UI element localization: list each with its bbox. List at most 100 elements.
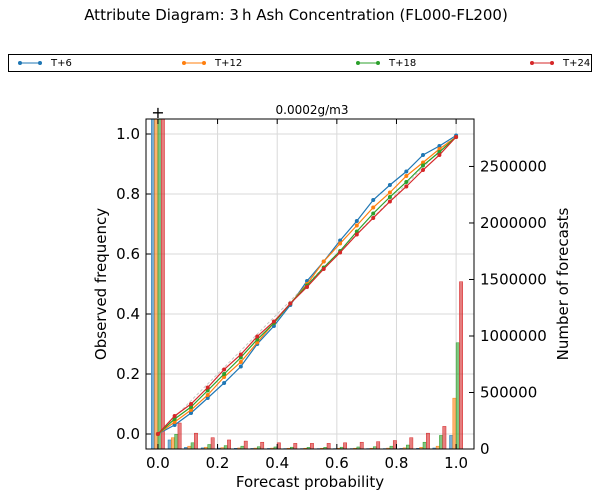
x-axis-label: Forecast probability: [236, 473, 384, 491]
y2-axis-label: Number of forecasts: [554, 207, 572, 360]
data-point: [255, 337, 260, 342]
y-tick-label: 0.4: [116, 305, 140, 323]
x-tick-label: 0.4: [265, 454, 289, 472]
data-point: [354, 232, 359, 237]
y-tick-label: 0.2: [116, 365, 140, 383]
data-point: [255, 334, 260, 339]
legend-marker-t12: [182, 61, 206, 65]
y2-tick-label: 1000000: [480, 327, 547, 345]
legend-item-t24: T+24: [529, 55, 590, 71]
legend-label-t18: T+18: [389, 57, 417, 69]
histogram-bar: [406, 444, 410, 449]
reliability-curves: [155, 133, 459, 436]
legend-dot-t18: [356, 61, 360, 65]
x-tick-label: 0.2: [206, 454, 230, 472]
histogram-bar: [442, 426, 447, 449]
data-point: [238, 364, 243, 369]
data-point: [321, 259, 326, 264]
data-point: [238, 352, 243, 357]
histogram-bar: [276, 442, 281, 449]
histogram-bar: [227, 439, 231, 449]
legend-item-t18: T+18: [355, 55, 416, 71]
histogram-bar: [243, 440, 248, 449]
legend-dot-t24-b: [550, 61, 554, 65]
x-tick-label: 1.0: [444, 454, 468, 472]
histogram-bar: [171, 437, 175, 449]
data-point: [437, 144, 442, 148]
legend-dot-t18-b: [376, 61, 380, 65]
histogram-bar: [409, 437, 414, 449]
histogram-bar: [154, 119, 159, 449]
legend-marker-t24: [530, 61, 554, 65]
data-point: [255, 340, 260, 345]
histogram-bar: [452, 397, 457, 449]
histogram-bar: [151, 119, 155, 449]
data-point: [387, 199, 392, 204]
histogram-bar: [455, 342, 460, 449]
histogram-bar: [426, 432, 430, 449]
histogram-bar: [293, 443, 298, 449]
data-point: [421, 168, 426, 172]
histogram-bar: [210, 437, 215, 449]
plot-frame: [145, 118, 475, 450]
histogram-bar: [157, 119, 162, 449]
data-point: [155, 432, 160, 436]
data-point: [189, 408, 194, 412]
data-point: [371, 216, 376, 220]
axis-ticks: 0.0 0.2 0.4 0.6 0.8 1.0 0.0 0.2 0.4 0.6 0.8 1.0 0 500…: [116, 119, 547, 472]
data-point: [288, 301, 293, 306]
histogram-bar: [260, 441, 265, 449]
data-point: [271, 319, 276, 324]
histogram-bar: [194, 432, 198, 449]
legend-dot-t12: [182, 61, 186, 65]
data-point: [338, 238, 343, 243]
histogram-bar: [459, 281, 463, 449]
data-point: [338, 241, 343, 246]
data-point: [205, 385, 210, 390]
histogram-bar: [439, 435, 443, 449]
legend-marker-t18: [356, 61, 380, 65]
data-point: [238, 355, 243, 360]
data-point: [189, 402, 194, 406]
y-tick-label: 0.6: [116, 245, 140, 263]
y2-tick-label: 500000: [480, 383, 537, 401]
legend-dot-t24: [530, 61, 534, 65]
legend-dot-t6-b: [38, 61, 42, 65]
x-tick-label: 0.6: [325, 454, 349, 472]
data-point: [354, 219, 359, 223]
histogram-bar: [174, 434, 179, 449]
histogram-bar: [376, 441, 381, 449]
histogram-bar: [310, 443, 314, 449]
data-point: [371, 205, 376, 210]
data-point: [172, 420, 177, 424]
legend-item-t6: T+6: [17, 55, 72, 71]
legend-label-t6: T+6: [51, 57, 72, 69]
data-point: [354, 229, 359, 234]
data-point: [205, 388, 210, 393]
histogram-bar: [167, 439, 172, 449]
x-tick-label: 0.0: [146, 454, 170, 472]
data-point: [321, 267, 326, 271]
data-point: [354, 223, 359, 228]
histogram-bar: [422, 441, 427, 449]
histogram-bar: [190, 442, 195, 449]
data-point: [437, 153, 442, 157]
y2-tick-label: 1500000: [480, 270, 547, 288]
data-point: [222, 381, 227, 385]
data-point: [387, 183, 392, 187]
data-point: [454, 135, 459, 139]
histogram-bar: [207, 444, 212, 449]
legend: T+6 T+12 T+18 T+24: [8, 54, 592, 72]
legend-item-t12: T+12: [181, 55, 242, 71]
legend-label-t12: T+12: [215, 57, 243, 69]
legend-label-t24: T+24: [563, 57, 591, 69]
data-point: [404, 184, 409, 189]
data-point: [421, 160, 426, 165]
data-point: [222, 375, 227, 379]
histogram-bar: [223, 445, 228, 449]
legend-dot-t12-b: [202, 61, 206, 65]
y2-tick-label: 2500000: [480, 157, 547, 175]
histogram-bars: [151, 119, 463, 449]
data-point: [172, 423, 177, 427]
